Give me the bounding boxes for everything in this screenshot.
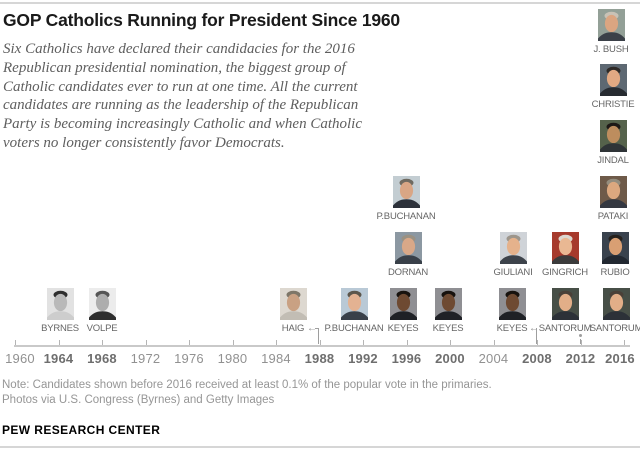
axis-tick-1964 (58, 340, 60, 345)
axis-tick-label-2012: 2012 (565, 351, 596, 366)
candidate-photo (599, 176, 627, 208)
note-text: Note: Candidates shown before 2016 recei… (2, 379, 492, 391)
axis-tick-2008 (537, 340, 538, 345)
candidate-label: KEYES (496, 323, 528, 334)
candidate-photo (599, 64, 627, 96)
candidate-photo (88, 288, 116, 320)
candidate-label: SANTORUM (538, 323, 592, 334)
candidate-photo (394, 232, 422, 264)
axis-tick-label-1964: 1964 (43, 351, 74, 366)
axis-tick-1992 (363, 340, 364, 345)
candidate-photo (498, 288, 526, 320)
top-rule (0, 2, 640, 4)
axis-tick-1972 (145, 340, 147, 345)
candidate-label: DORNAN (388, 267, 428, 278)
candidate-photo (499, 232, 527, 264)
candidate-photo (597, 9, 625, 41)
candidate-label: GIULIANI (493, 267, 533, 278)
axis-tick-1976 (189, 340, 190, 345)
axis-tick-label-1960: 1960 (5, 351, 35, 366)
axis-tick-label-1996: 1996 (391, 351, 422, 366)
axis-tick-label-2016: 2016 (605, 351, 635, 366)
candidate-photo (46, 288, 74, 320)
candidate-photo (551, 232, 579, 264)
candidate-label: GINGRICH (542, 267, 588, 278)
candidate-label: P.BUCHANAN (376, 211, 436, 222)
axis-tick-2004 (493, 340, 495, 345)
candidate-label: SANTORUM (589, 323, 640, 334)
axis-tick-label-1976: 1976 (174, 351, 204, 366)
axis-tick-1984 (276, 340, 277, 345)
axis-tick-label-2000: 2000 (435, 351, 465, 366)
chart-description: Six Catholics have declared their candid… (3, 41, 362, 151)
credit-text: Photos via U.S. Congress (Byrnes) and Ge… (2, 394, 275, 406)
candidate-photo (340, 288, 368, 320)
axis-tick-1960 (15, 340, 16, 345)
candidate-photo (599, 120, 627, 152)
candidate-label: RUBIO (600, 267, 630, 278)
leader-line-vertical (536, 328, 537, 344)
axis-tick-1996 (406, 340, 408, 345)
candidate-photo (601, 232, 629, 264)
axis-tick-label-1980: 1980 (217, 351, 248, 366)
axis-tick-label-1984: 1984 (261, 351, 291, 366)
candidate-label: P.BUCHANAN (324, 323, 384, 334)
candidate-photo (279, 288, 307, 320)
candidate-label: KEYES (432, 323, 464, 334)
axis-tick-label-1968: 1968 (87, 351, 117, 366)
axis-tick-2000 (450, 340, 451, 345)
axis-tick-label-2004: 2004 (478, 351, 509, 366)
candidate-photo (389, 288, 417, 320)
pew-research-center-brand: PEW RESEARCH CENTER (2, 423, 161, 437)
bottom-rule (0, 446, 640, 448)
candidate-label: VOLPE (86, 323, 118, 334)
candidate-label: KEYES (387, 323, 419, 334)
leader-dot-icon (578, 334, 582, 337)
chart-title: GOP Catholics Running for President Sinc… (3, 10, 400, 30)
axis-tick-2016 (624, 340, 625, 345)
candidate-label: J. BUSH (593, 44, 629, 55)
candidate-photo (434, 288, 462, 320)
axis-tick-1980 (232, 340, 234, 345)
axis-tick-label-2008: 2008 (522, 351, 552, 366)
axis-tick-1968 (102, 340, 103, 345)
candidate-label: JINDAL (597, 155, 629, 166)
axis-tick-1988 (319, 340, 321, 345)
candidate-label: BYRNES (41, 323, 79, 334)
candidate-photo (392, 176, 420, 208)
axis-tick-label-1992: 1992 (348, 351, 378, 366)
leader-line-horizontal (315, 328, 319, 329)
x-axis-line (14, 345, 630, 347)
axis-tick-label-1972: 1972 (130, 351, 161, 366)
axis-tick-label-1988: 1988 (304, 351, 335, 366)
leader-arrow-icon: ← (307, 323, 317, 334)
candidate-photo (551, 288, 579, 320)
leader-line-vertical (579, 339, 581, 344)
candidate-label: HAIG (281, 323, 305, 334)
leader-arrow-icon: ← (529, 323, 539, 334)
candidate-label: PATAKI (597, 211, 629, 222)
candidate-photo (602, 288, 630, 320)
leader-line-vertical (318, 328, 319, 344)
candidate-label: CHRISTIE (591, 99, 635, 110)
axis-tick-2012 (580, 340, 582, 345)
